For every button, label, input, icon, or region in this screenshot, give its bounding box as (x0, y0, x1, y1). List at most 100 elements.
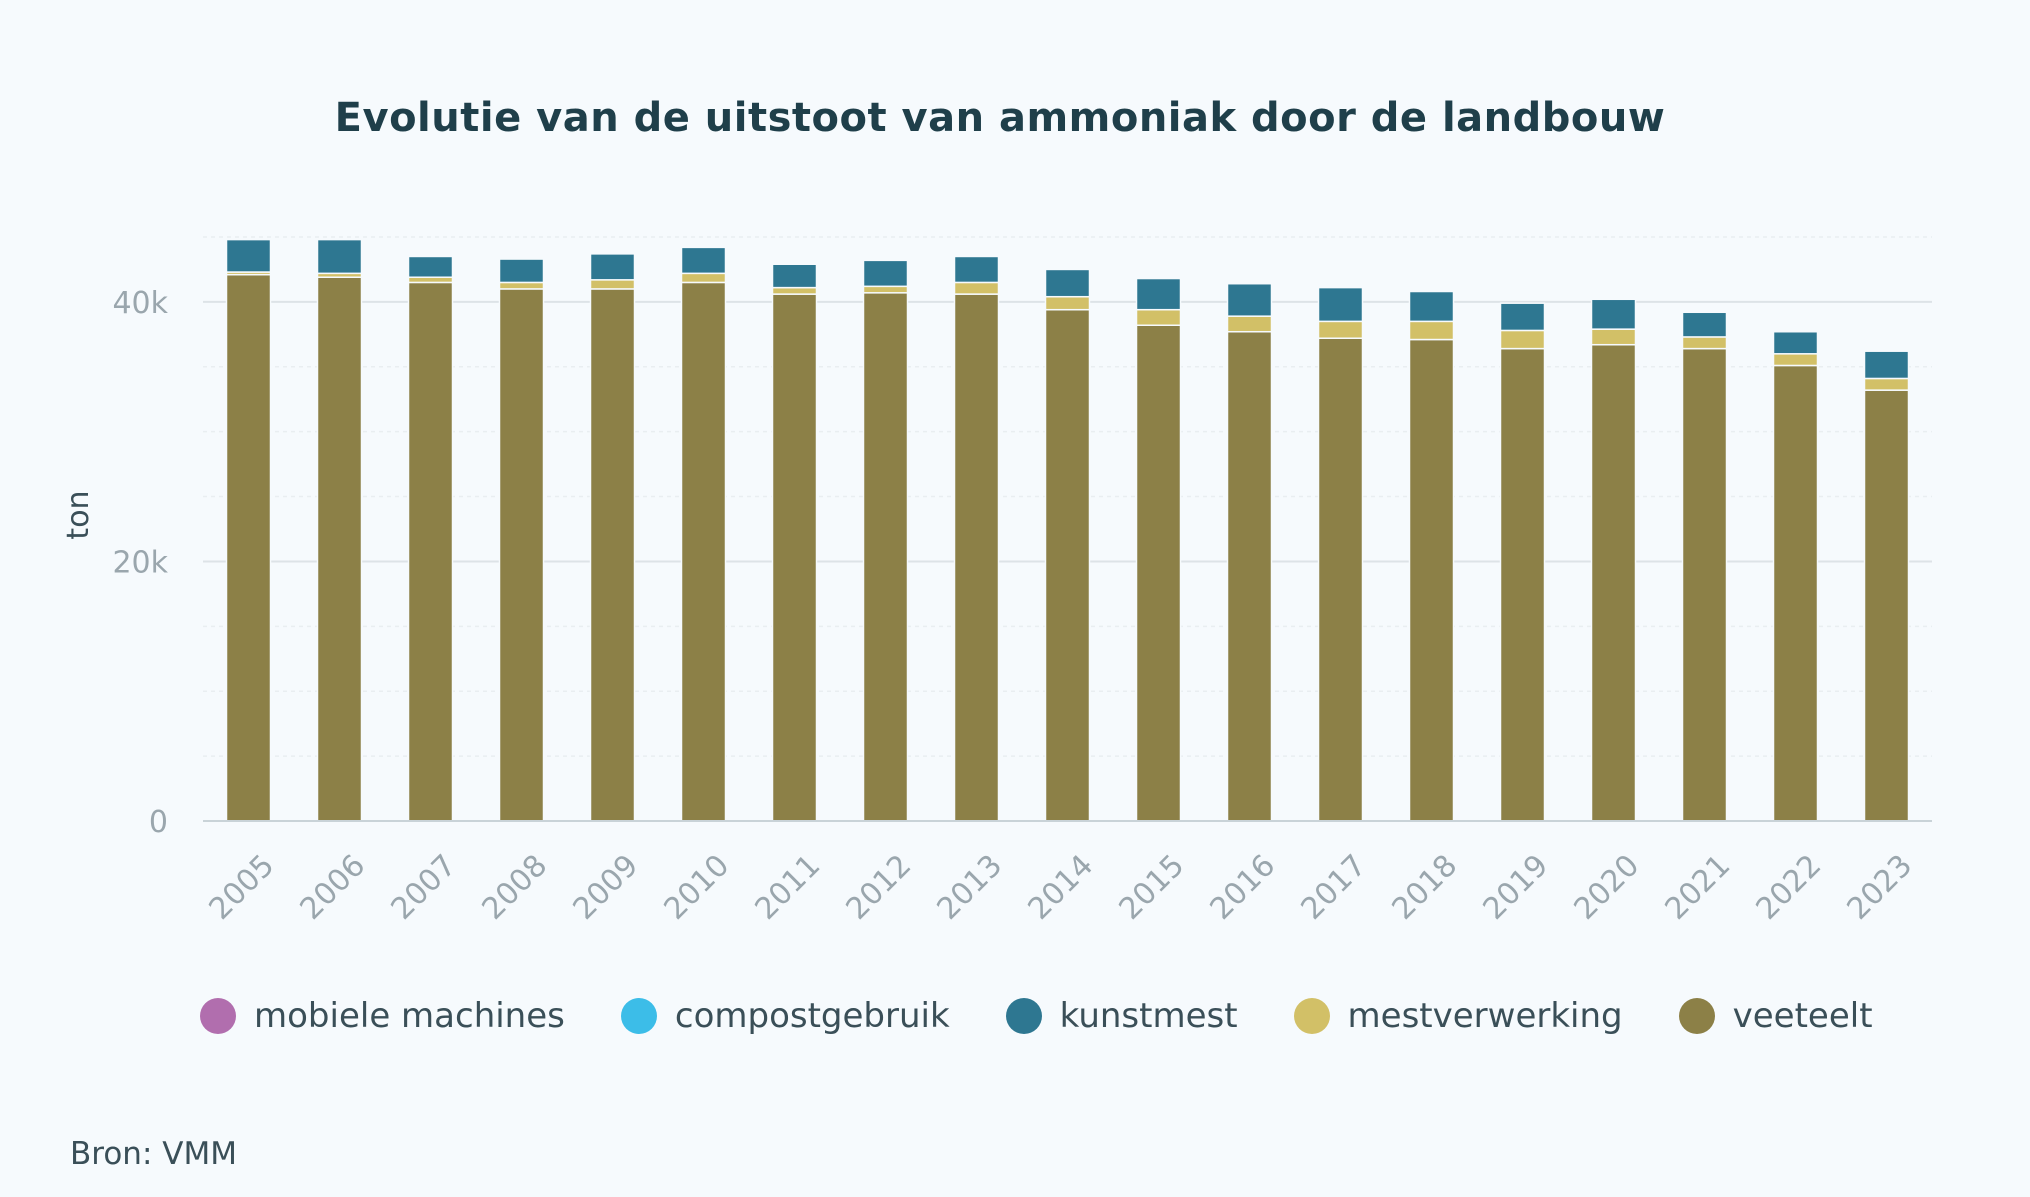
bar-veeteelt-2014[interactable] (1044, 308, 1091, 822)
bar-mestverwerking-2011[interactable] (771, 286, 818, 295)
bar-kunstmest-2021[interactable] (1681, 311, 1728, 338)
x-tick-label: 2016 (1204, 848, 1283, 927)
bar-kunstmest-2018[interactable] (1408, 290, 1455, 323)
legend: mobiele machines compostgebruik kunstmest m… (200, 996, 1929, 1036)
bar-kunstmest-2012[interactable] (862, 259, 909, 288)
bar-veeteelt-2021[interactable] (1681, 347, 1728, 822)
bar-kunstmest-2020[interactable] (1590, 298, 1637, 330)
bar-veeteelt-2016[interactable] (1226, 330, 1273, 822)
bar-mestverwerking-2019[interactable] (1499, 329, 1546, 350)
bar-veeteelt-2015[interactable] (1135, 324, 1182, 822)
x-tick-label: 2005 (203, 848, 282, 927)
bar-veeteelt-2022[interactable] (1772, 364, 1819, 822)
bar-veeteelt-2010[interactable] (680, 281, 727, 822)
legend-item-compostgebruik[interactable]: compostgebruik (620, 996, 950, 1036)
bar-veeteelt-2013[interactable] (953, 293, 1000, 822)
bar-mestverwerking-2022[interactable] (1772, 353, 1819, 367)
bar-kunstmest-2006[interactable] (316, 238, 363, 275)
bar-veeteelt-2023[interactable] (1863, 389, 1910, 822)
legend-item-mestverwerking[interactable]: mestverwerking (1293, 996, 1623, 1036)
y-tick-label: 20k (112, 545, 168, 580)
x-tick-label: 2006 (294, 848, 373, 927)
bar-mestverwerking-2023[interactable] (1863, 377, 1910, 391)
bar-mestverwerking-2014[interactable] (1044, 295, 1091, 311)
x-tick-label: 2019 (1477, 848, 1556, 927)
x-tick-label: 2022 (1750, 848, 1829, 927)
bar-mestverwerking-2020[interactable] (1590, 328, 1637, 346)
bar-veeteelt-2019[interactable] (1499, 347, 1546, 822)
bar-kunstmest-2009[interactable] (589, 253, 636, 281)
bar-kunstmest-2022[interactable] (1772, 330, 1819, 355)
x-tick-label: 2010 (658, 848, 737, 927)
bar-mestverwerking-2018[interactable] (1408, 320, 1455, 341)
bar-mestverwerking-2013[interactable] (953, 281, 1000, 295)
x-tick-label: 2020 (1568, 848, 1647, 927)
legend-marker (200, 998, 236, 1034)
legend-item-veeteelt[interactable]: veeteelt (1678, 996, 1873, 1036)
bar-veeteelt-2008[interactable] (498, 288, 545, 822)
bar-veeteelt-2006[interactable] (316, 276, 363, 822)
x-tick-label: 2011 (749, 848, 828, 927)
x-tick-label: 2017 (1295, 848, 1374, 927)
x-tick-label: 2018 (1386, 848, 1465, 927)
x-tick-label: 2008 (476, 848, 555, 927)
bar-mestverwerking-2021[interactable] (1681, 336, 1728, 350)
legend-marker (1293, 998, 1330, 1034)
legend-marker (1005, 998, 1042, 1034)
bar-kunstmest-2010[interactable] (680, 246, 727, 275)
bar-veeteelt-2009[interactable] (589, 288, 636, 822)
bar-mestverwerking-2017[interactable] (1317, 320, 1364, 339)
bar-kunstmest-2011[interactable] (771, 263, 818, 289)
legend-item-mobiele-machines[interactable]: mobiele machines (200, 996, 565, 1036)
legend-label: veeteelt (1732, 996, 1873, 1036)
bar-kunstmest-2016[interactable] (1226, 282, 1273, 317)
bar-kunstmest-2019[interactable] (1499, 302, 1546, 332)
x-axis-ticks: 2005 2006 2007 2008 2009 2010 2011 2012 2013 2014… (203, 848, 1920, 927)
bar-mestverwerking-2015[interactable] (1135, 308, 1182, 326)
bar-kunstmest-2017[interactable] (1317, 286, 1364, 323)
y-tick-label: 0 (149, 805, 168, 840)
y-axis-ticks: 0 20k 40k (112, 286, 168, 840)
legend-marker (1678, 998, 1715, 1034)
legend-label: mobiele machines (254, 996, 565, 1036)
bar-mestverwerking-2012[interactable] (862, 285, 909, 294)
legend-label: compostgebruik (674, 996, 950, 1036)
bar-kunstmest-2014[interactable] (1044, 268, 1091, 298)
bar-mestverwerking-2010[interactable] (680, 272, 727, 284)
bars (225, 238, 1910, 822)
bar-kunstmest-2023[interactable] (1863, 350, 1910, 380)
bar-kunstmest-2007[interactable] (407, 255, 454, 278)
source-note: Bron: VMM (70, 1136, 237, 1172)
bar-veeteelt-2005[interactable] (225, 273, 272, 822)
x-tick-label: 2009 (567, 848, 646, 927)
legend-marker (620, 998, 657, 1034)
chart-title: Evolutie van de uitstoot van ammoniak do… (334, 95, 1666, 141)
bar-veeteelt-2012[interactable] (862, 292, 909, 822)
x-tick-label: 2015 (1113, 848, 1192, 927)
bar-kunstmest-2013[interactable] (953, 255, 1000, 284)
x-tick-label: 2014 (1022, 848, 1101, 927)
bar-veeteelt-2017[interactable] (1317, 337, 1364, 822)
legend-label: mestverwerking (1347, 996, 1623, 1036)
bar-mestverwerking-2007[interactable] (407, 276, 454, 284)
y-axis-label: ton (61, 490, 96, 539)
x-tick-label: 2023 (1841, 848, 1920, 927)
bar-kunstmest-2008[interactable] (498, 258, 545, 284)
bar-kunstmest-2015[interactable] (1135, 277, 1182, 311)
bar-mestverwerking-2008[interactable] (498, 281, 545, 290)
bar-veeteelt-2007[interactable] (407, 281, 454, 822)
bar-mestverwerking-2009[interactable] (589, 279, 636, 290)
bar-veeteelt-2011[interactable] (771, 293, 818, 822)
x-tick-label: 2012 (840, 848, 919, 927)
bar-mestverwerking-2016[interactable] (1226, 315, 1273, 333)
y-tick-label: 40k (112, 286, 168, 321)
bar-veeteelt-2018[interactable] (1408, 338, 1455, 822)
x-tick-label: 2013 (931, 848, 1010, 927)
bar-veeteelt-2020[interactable] (1590, 343, 1637, 822)
x-tick-label: 2007 (385, 848, 464, 927)
legend-label: kunstmest (1059, 996, 1238, 1036)
x-tick-label: 2021 (1659, 848, 1738, 927)
bar-kunstmest-2005[interactable] (225, 238, 272, 273)
legend-item-kunstmest[interactable]: kunstmest (1005, 996, 1238, 1036)
